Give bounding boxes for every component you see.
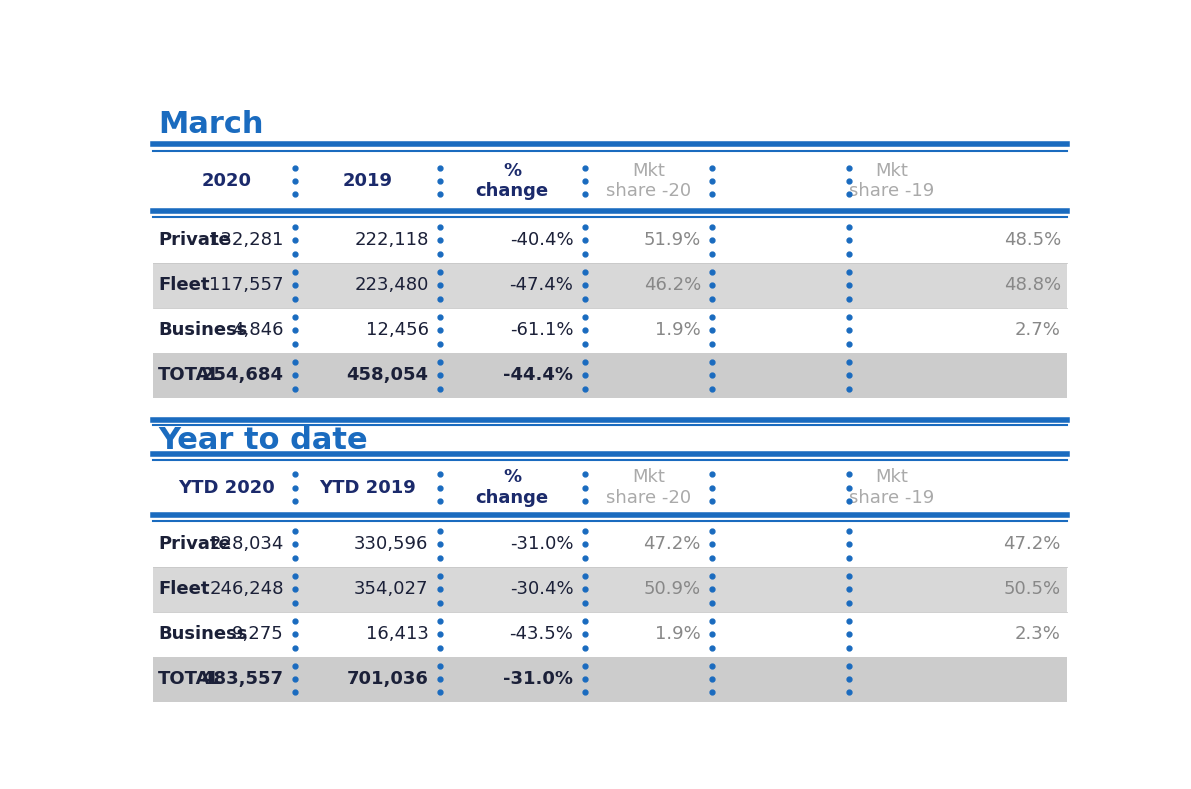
Text: 246,248: 246,248 <box>210 580 283 598</box>
Text: 51.9%: 51.9% <box>643 231 700 249</box>
Text: Year to date: Year to date <box>158 426 368 454</box>
Text: 12,456: 12,456 <box>366 321 429 339</box>
Text: 46.2%: 46.2% <box>643 276 700 294</box>
Text: %
change: % change <box>475 162 549 200</box>
Text: 2020: 2020 <box>201 172 251 190</box>
Text: 223,480: 223,480 <box>354 276 429 294</box>
Text: 47.2%: 47.2% <box>643 535 700 553</box>
Text: Private: Private <box>158 535 231 553</box>
Text: Business: Business <box>158 625 248 643</box>
Bar <box>154 308 1067 353</box>
Bar <box>154 218 1067 263</box>
Text: Mkt
share -19: Mkt share -19 <box>849 469 935 507</box>
Text: YTD 2019: YTD 2019 <box>319 479 416 497</box>
Text: Mkt
share -20: Mkt share -20 <box>606 469 691 507</box>
Text: 1.9%: 1.9% <box>655 625 700 643</box>
Text: -61.1%: -61.1% <box>510 321 574 339</box>
Text: Fleet: Fleet <box>158 580 210 598</box>
Text: Business: Business <box>158 321 248 339</box>
Text: -40.4%: -40.4% <box>510 231 574 249</box>
Bar <box>154 611 1067 656</box>
Text: 48.5%: 48.5% <box>1004 231 1061 249</box>
Bar <box>154 522 1067 567</box>
Text: Private: Private <box>158 231 231 249</box>
Text: 222,118: 222,118 <box>354 231 429 249</box>
Text: March: March <box>158 110 263 139</box>
Text: -43.5%: -43.5% <box>510 625 574 643</box>
Text: 1.9%: 1.9% <box>655 321 700 339</box>
Text: TOTAL: TOTAL <box>158 670 222 688</box>
Text: -47.4%: -47.4% <box>510 276 574 294</box>
Text: Mkt
share -19: Mkt share -19 <box>849 162 935 200</box>
Text: TOTAL: TOTAL <box>158 366 222 384</box>
Text: 458,054: 458,054 <box>347 366 429 384</box>
Bar <box>154 567 1067 611</box>
Text: 48.8%: 48.8% <box>1004 276 1061 294</box>
Text: 701,036: 701,036 <box>347 670 429 688</box>
Text: 254,684: 254,684 <box>201 366 283 384</box>
Bar <box>154 656 1067 701</box>
Text: 4,846: 4,846 <box>232 321 283 339</box>
Text: 2.3%: 2.3% <box>1015 625 1061 643</box>
Text: 354,027: 354,027 <box>354 580 429 598</box>
Bar <box>154 263 1067 308</box>
Text: 330,596: 330,596 <box>354 535 429 553</box>
Text: 228,034: 228,034 <box>210 535 283 553</box>
Text: -30.4%: -30.4% <box>510 580 574 598</box>
Text: -31.0%: -31.0% <box>510 535 574 553</box>
Text: -31.0%: -31.0% <box>504 670 574 688</box>
Text: 47.2%: 47.2% <box>1004 535 1061 553</box>
Text: %
change: % change <box>475 469 549 507</box>
Text: 50.5%: 50.5% <box>1004 580 1061 598</box>
Text: 9,275: 9,275 <box>232 625 283 643</box>
Text: 16,413: 16,413 <box>366 625 429 643</box>
Text: 50.9%: 50.9% <box>643 580 700 598</box>
Text: 2019: 2019 <box>342 172 392 190</box>
Text: 117,557: 117,557 <box>210 276 283 294</box>
Text: 132,281: 132,281 <box>210 231 283 249</box>
Text: 483,557: 483,557 <box>201 670 283 688</box>
Bar <box>154 353 1067 398</box>
Text: 2.7%: 2.7% <box>1015 321 1061 339</box>
Text: YTD 2020: YTD 2020 <box>177 479 275 497</box>
Text: Mkt
share -20: Mkt share -20 <box>606 162 691 200</box>
Text: Fleet: Fleet <box>158 276 210 294</box>
Text: -44.4%: -44.4% <box>504 366 574 384</box>
